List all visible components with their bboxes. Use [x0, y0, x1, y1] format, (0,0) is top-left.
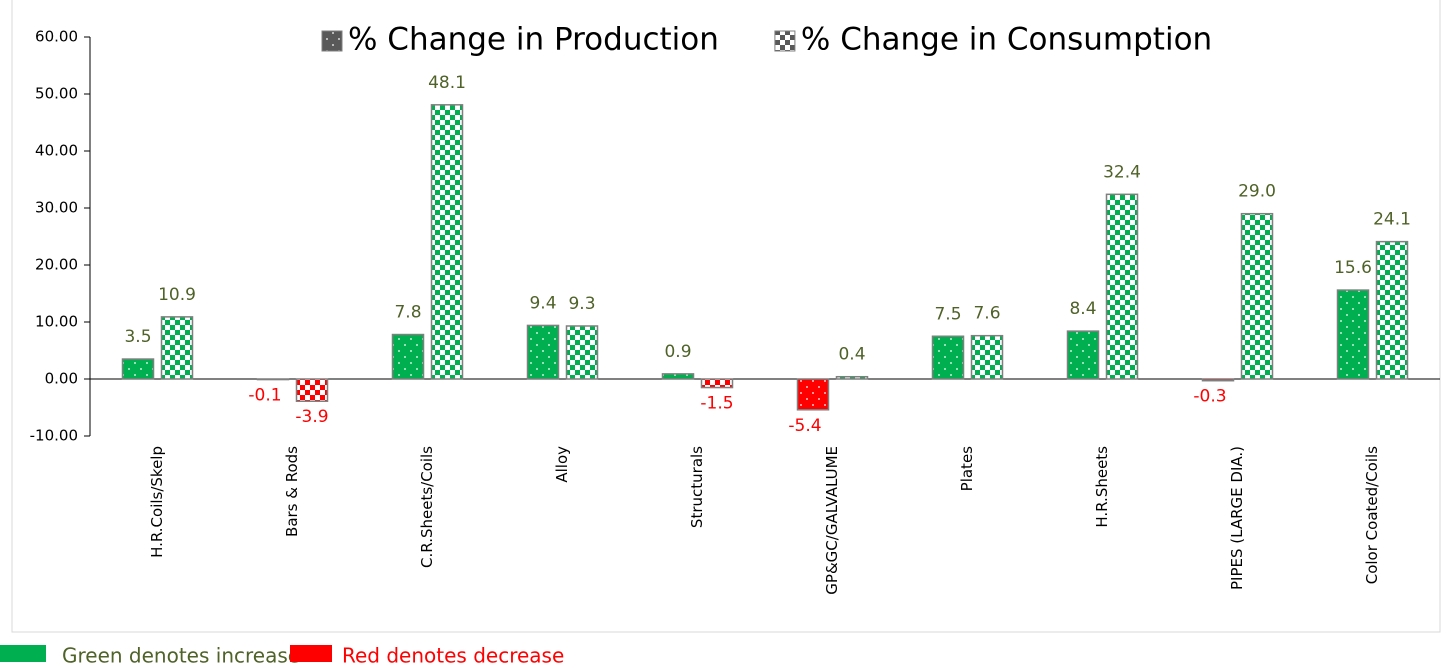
- y-tick-label: -10.00: [30, 427, 78, 445]
- bar: [1105, 193, 1139, 380]
- x-tick-label: H.R.Sheets: [1093, 446, 1111, 528]
- data-label: 24.1: [1373, 210, 1411, 230]
- x-tick-label: Bars & Rods: [283, 446, 301, 537]
- data-label: 8.4: [1069, 299, 1096, 319]
- bar: [256, 378, 290, 381]
- data-label: 7.6: [973, 304, 1000, 324]
- bar: [430, 104, 464, 380]
- note-swatch: [290, 645, 332, 662]
- y-tick-label: 60.00: [35, 28, 78, 46]
- data-label: 0.4: [838, 345, 865, 365]
- data-label: 48.1: [428, 73, 466, 93]
- data-label: 0.9: [664, 342, 691, 362]
- y-tick-label: 20.00: [35, 256, 78, 274]
- bar: [661, 373, 695, 380]
- bar: [526, 324, 560, 380]
- chart-border: [11, 0, 1441, 633]
- x-tick-label: PIPES (LARGE DIA.): [1228, 446, 1246, 590]
- data-label: 9.4: [529, 293, 556, 313]
- data-label: -1.5: [700, 394, 733, 414]
- y-tick-label: 30.00: [35, 199, 78, 217]
- bar: [1336, 289, 1370, 380]
- data-label: -5.4: [788, 416, 821, 436]
- x-tick-label: H.R.Coils/Skelp: [148, 446, 166, 558]
- x-tick-label: GP&GC/GALVALUME: [823, 446, 841, 595]
- data-label: 3.5: [124, 327, 151, 347]
- bar: [931, 335, 965, 380]
- legend-label: % Change in Consumption: [801, 22, 1212, 58]
- bar: [160, 316, 194, 380]
- y-tick-label: 50.00: [35, 85, 78, 103]
- bar: [796, 378, 830, 411]
- y-tick-label: 40.00: [35, 142, 78, 160]
- bar: [1375, 240, 1409, 380]
- bar: [391, 333, 425, 380]
- bar: [1240, 212, 1274, 380]
- data-label: 7.8: [394, 303, 421, 323]
- bar: [565, 325, 599, 380]
- legend-label: % Change in Production: [348, 22, 719, 58]
- note-swatch: [0, 645, 46, 662]
- bar: [121, 358, 155, 380]
- data-label: 7.5: [934, 304, 961, 324]
- note: Green denotes increase: [62, 644, 300, 668]
- data-label: 9.3: [568, 294, 595, 314]
- note: Red denotes decrease: [342, 644, 564, 668]
- data-label: 32.4: [1103, 162, 1141, 182]
- data-label: -0.3: [1193, 387, 1226, 407]
- bar: [1201, 378, 1235, 382]
- data-label: -0.1: [248, 386, 281, 406]
- x-tick-label: Structurals: [688, 446, 706, 528]
- bar: [835, 375, 869, 380]
- x-tick-label: Alloy: [553, 446, 571, 483]
- data-label: -3.9: [295, 407, 328, 427]
- legend-swatch: [774, 30, 796, 52]
- x-tick-label: Color Coated/Coils: [1363, 446, 1381, 584]
- y-tick-label: 0.00: [45, 370, 78, 388]
- data-label: 15.6: [1334, 258, 1372, 278]
- bar: [970, 334, 1004, 380]
- data-label: 10.9: [158, 285, 196, 305]
- data-label: 29.0: [1238, 182, 1276, 202]
- y-tick-label: 10.00: [35, 313, 78, 331]
- x-tick-label: Plates: [958, 446, 976, 492]
- x-tick-label: C.R.Sheets/Coils: [418, 446, 436, 568]
- legend-swatch: [321, 30, 343, 52]
- bar: [700, 378, 734, 389]
- bar: [295, 378, 329, 402]
- bar: [1066, 330, 1100, 380]
